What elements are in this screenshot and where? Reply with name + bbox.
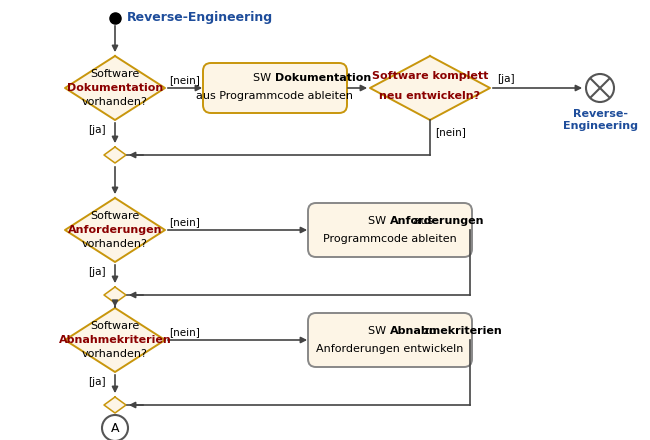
Text: vorhanden?: vorhanden? [82,239,148,249]
Text: Anforderungen: Anforderungen [68,225,162,235]
Text: [ja]: [ja] [497,74,515,84]
FancyBboxPatch shape [308,203,472,257]
Polygon shape [65,308,165,372]
Text: Engineering: Engineering [562,121,638,131]
Polygon shape [65,56,165,120]
Text: [ja]: [ja] [88,267,106,277]
Text: aus: aus [410,216,434,226]
Text: Software komplett: Software komplett [372,71,488,81]
Polygon shape [104,397,126,413]
Text: Anforderungen entwickeln: Anforderungen entwickeln [317,344,463,354]
Text: [nein]: [nein] [170,75,200,85]
Text: Abnahmekriterien: Abnahmekriterien [58,335,172,345]
FancyBboxPatch shape [203,63,347,113]
Polygon shape [65,198,165,262]
Text: [nein]: [nein] [170,327,200,337]
Text: SW: SW [369,216,390,226]
Text: [nein]: [nein] [170,217,200,227]
Text: vorhanden?: vorhanden? [82,97,148,107]
Text: Abnahmekriterien: Abnahmekriterien [390,326,502,336]
Text: [ja]: [ja] [88,377,106,387]
Polygon shape [370,56,490,120]
Polygon shape [104,147,126,163]
Text: Software: Software [90,321,140,331]
Text: [nein]: [nein] [435,127,466,137]
Text: Software: Software [90,69,140,79]
Text: vorhanden?: vorhanden? [82,349,148,359]
Text: Reverse-: Reverse- [573,109,627,119]
Text: A: A [111,422,119,434]
Polygon shape [104,287,126,303]
Text: Reverse-Engineering: Reverse-Engineering [127,11,273,25]
Text: SW: SW [369,326,390,336]
Text: neu entwickeln?: neu entwickeln? [380,91,480,101]
Text: aus Programmcode ableiten: aus Programmcode ableiten [196,91,354,101]
Text: Dokumentation: Dokumentation [67,83,163,93]
Text: zu: zu [420,326,437,336]
Text: Programmcode ableiten: Programmcode ableiten [323,234,457,244]
Text: SW: SW [254,73,275,83]
FancyBboxPatch shape [308,313,472,367]
Text: Anforderungen: Anforderungen [390,216,484,226]
Text: Software: Software [90,211,140,221]
Text: Dokumentation: Dokumentation [275,73,371,83]
Text: [ja]: [ja] [88,125,106,135]
